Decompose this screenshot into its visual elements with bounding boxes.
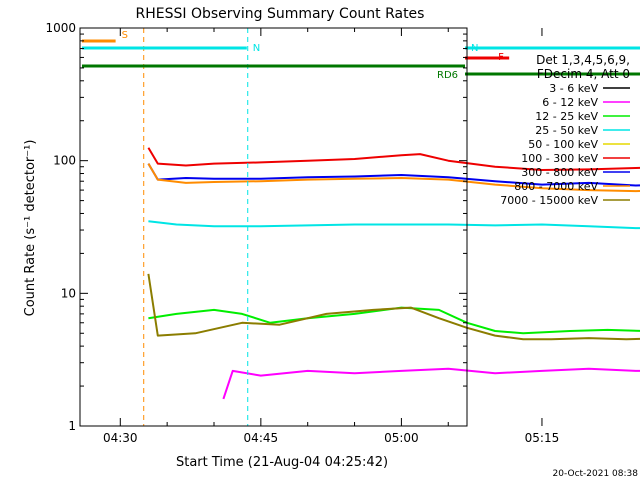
data-layer [147, 147, 640, 400]
x-tick-label: 04:30 [103, 431, 138, 445]
legend-label-6-12-kev: 6 - 12 keV [542, 96, 598, 109]
legend-label-12-25-kev: 12 - 25 keV [535, 110, 598, 123]
label-n-3: N [471, 43, 478, 54]
legend-label-800-7000-kev: 800 - 7000 keV [514, 180, 598, 193]
series-25-50-kev [148, 220, 640, 230]
legend-label-25-50-kev: 25 - 50 keV [535, 124, 598, 137]
legend-header-line-1: Det 1,3,4,5,6,9, [536, 53, 630, 67]
x-tick-label: 04:45 [244, 431, 279, 445]
series-800-7000-kev [147, 163, 640, 193]
label-n-2: N [253, 43, 260, 54]
legend-label-7000-15000-kev: 7000 - 15000 keV [500, 194, 598, 207]
series-100-300-kev [147, 147, 640, 171]
annotation-layer: SNNFRD0RD6 [82, 28, 640, 426]
plot-frame [79, 27, 468, 427]
series-12-25-kev [148, 306, 640, 335]
y-tick-label: 1 [68, 419, 76, 433]
legend-header-line-2: FDecim 4, Att 0 [537, 67, 630, 81]
footer-timestamp: 20-Oct-2021 08:38 [553, 469, 639, 479]
label-rd6-6: RD6 [437, 70, 458, 81]
label-s-1: S [122, 30, 128, 41]
x-tick-label: 05:15 [525, 431, 560, 445]
legend-label-50-100-kev: 50 - 100 keV [528, 138, 598, 151]
chart-title: RHESSI Observing Summary Count Rates [136, 6, 425, 22]
label-f-4: F [498, 52, 504, 63]
y-tick-label: 100 [53, 154, 76, 168]
series-6-12-kev [222, 367, 640, 400]
y-tick-label: 10 [61, 286, 76, 300]
x-axis-label: Start Time (21-Aug-04 04:25:42) [176, 455, 388, 470]
legend-label-100-300-kev: 100 - 300 keV [521, 152, 598, 165]
y-axis-label: Count Rate (s⁻¹ detector⁻¹) [23, 140, 38, 317]
series-300-800-kev [147, 163, 640, 187]
legend-label-300-800-kev: 300 - 800 keV [521, 166, 598, 179]
axis-layer: 04:3004:4505:0005:1505:3005:4506:0011010… [45, 21, 560, 445]
y-tick-label: 1000 [45, 21, 76, 35]
series-7000-15000-kev [147, 273, 640, 341]
legend-label-3-6-kev: 3 - 6 keV [549, 82, 598, 95]
x-tick-label: 05:00 [384, 431, 419, 445]
